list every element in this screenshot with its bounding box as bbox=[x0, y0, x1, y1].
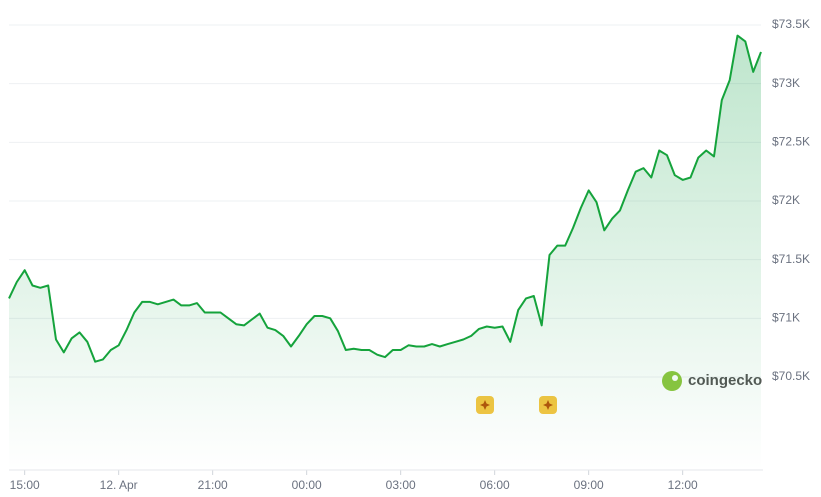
x-tick-label: 03:00 bbox=[386, 478, 416, 492]
x-tick-label: 09:00 bbox=[574, 478, 604, 492]
x-tick-label: 00:00 bbox=[292, 478, 322, 492]
y-tick-label: $71K bbox=[772, 311, 800, 325]
x-tick-label: 12. Apr bbox=[100, 478, 138, 492]
y-tick-label: $72.5K bbox=[772, 135, 810, 149]
price-line bbox=[8, 34, 762, 363]
y-tick-label: $73K bbox=[772, 76, 800, 90]
y-tick-label: $72K bbox=[772, 193, 800, 207]
x-tick-label: 15:00 bbox=[10, 478, 40, 492]
price-area bbox=[9, 35, 761, 470]
y-tick-label: $73.5K bbox=[772, 17, 810, 31]
x-tick-label: 21:00 bbox=[198, 478, 228, 492]
x-tick-label: 06:00 bbox=[480, 478, 510, 492]
y-tick-label: $70.5K bbox=[772, 369, 810, 383]
x-tick-label: 12:00 bbox=[668, 478, 698, 492]
y-tick-label: $71.5K bbox=[772, 252, 810, 266]
